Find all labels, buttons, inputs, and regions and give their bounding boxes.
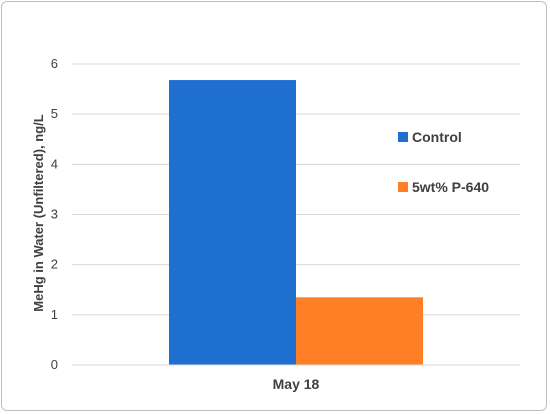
y-tick-label: 3 xyxy=(51,207,58,222)
category-label: May 18 xyxy=(273,376,320,392)
category-labels: May 18 xyxy=(273,376,320,392)
bar-5wt-p-640 xyxy=(296,297,424,365)
bars xyxy=(168,80,424,365)
y-axis-ticks: 0 1 2 3 4 5 6 xyxy=(51,56,58,372)
legend-label: 5wt% P-640 xyxy=(412,179,489,195)
y-tick-label: 5 xyxy=(51,106,58,121)
legend-swatch-5wt-p-640 xyxy=(398,182,408,192)
y-tick-label: 0 xyxy=(51,357,58,372)
y-tick-label: 6 xyxy=(51,56,58,71)
y-tick-label: 4 xyxy=(51,156,58,171)
y-axis-title: MeHg in Water (Unfiltered), ng/L xyxy=(31,114,46,311)
legend-swatch-control xyxy=(398,132,408,142)
legend: Control 5wt% P-640 xyxy=(398,129,489,195)
y-tick-label: 1 xyxy=(51,307,58,322)
y-tick-label: 2 xyxy=(51,257,58,272)
legend-label: Control xyxy=(412,129,462,145)
bar-control xyxy=(168,80,296,365)
